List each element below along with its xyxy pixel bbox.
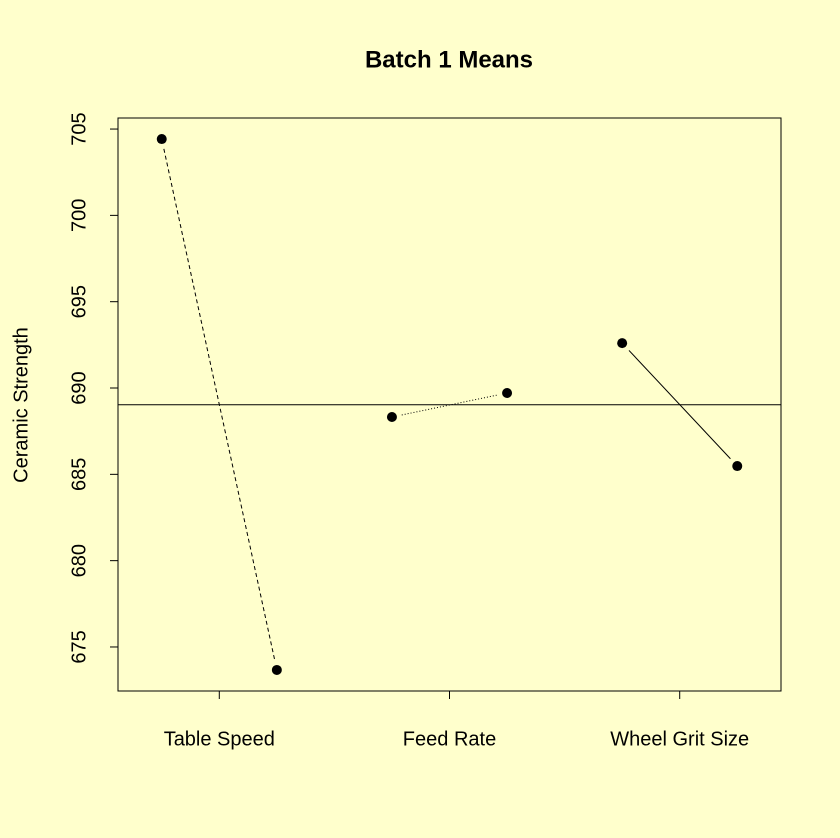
y-tick-label: 685	[68, 458, 90, 491]
y-axis-label: Ceramic Strength	[10, 327, 32, 483]
y-tick-label: 675	[68, 630, 90, 663]
y-tick-label: 690	[68, 371, 90, 404]
y-tick-label: 695	[68, 285, 90, 318]
chart-title: Batch 1 Means	[365, 46, 533, 73]
point	[386, 412, 397, 423]
point	[617, 338, 628, 349]
point	[156, 134, 167, 145]
effect-line	[628, 350, 731, 460]
y-tick-label: 700	[68, 199, 90, 232]
effect-line	[401, 394, 498, 416]
x-tick-label: Feed Rate	[403, 728, 496, 750]
y-tick-label: 705	[68, 112, 90, 145]
effect-line	[163, 148, 276, 661]
point	[732, 461, 743, 472]
point	[271, 664, 282, 675]
y-tick-label: 680	[68, 544, 90, 577]
x-tick-label: Table Speed	[164, 728, 275, 750]
x-tick-label: Wheel Grit Size	[610, 728, 749, 750]
point	[502, 388, 513, 399]
